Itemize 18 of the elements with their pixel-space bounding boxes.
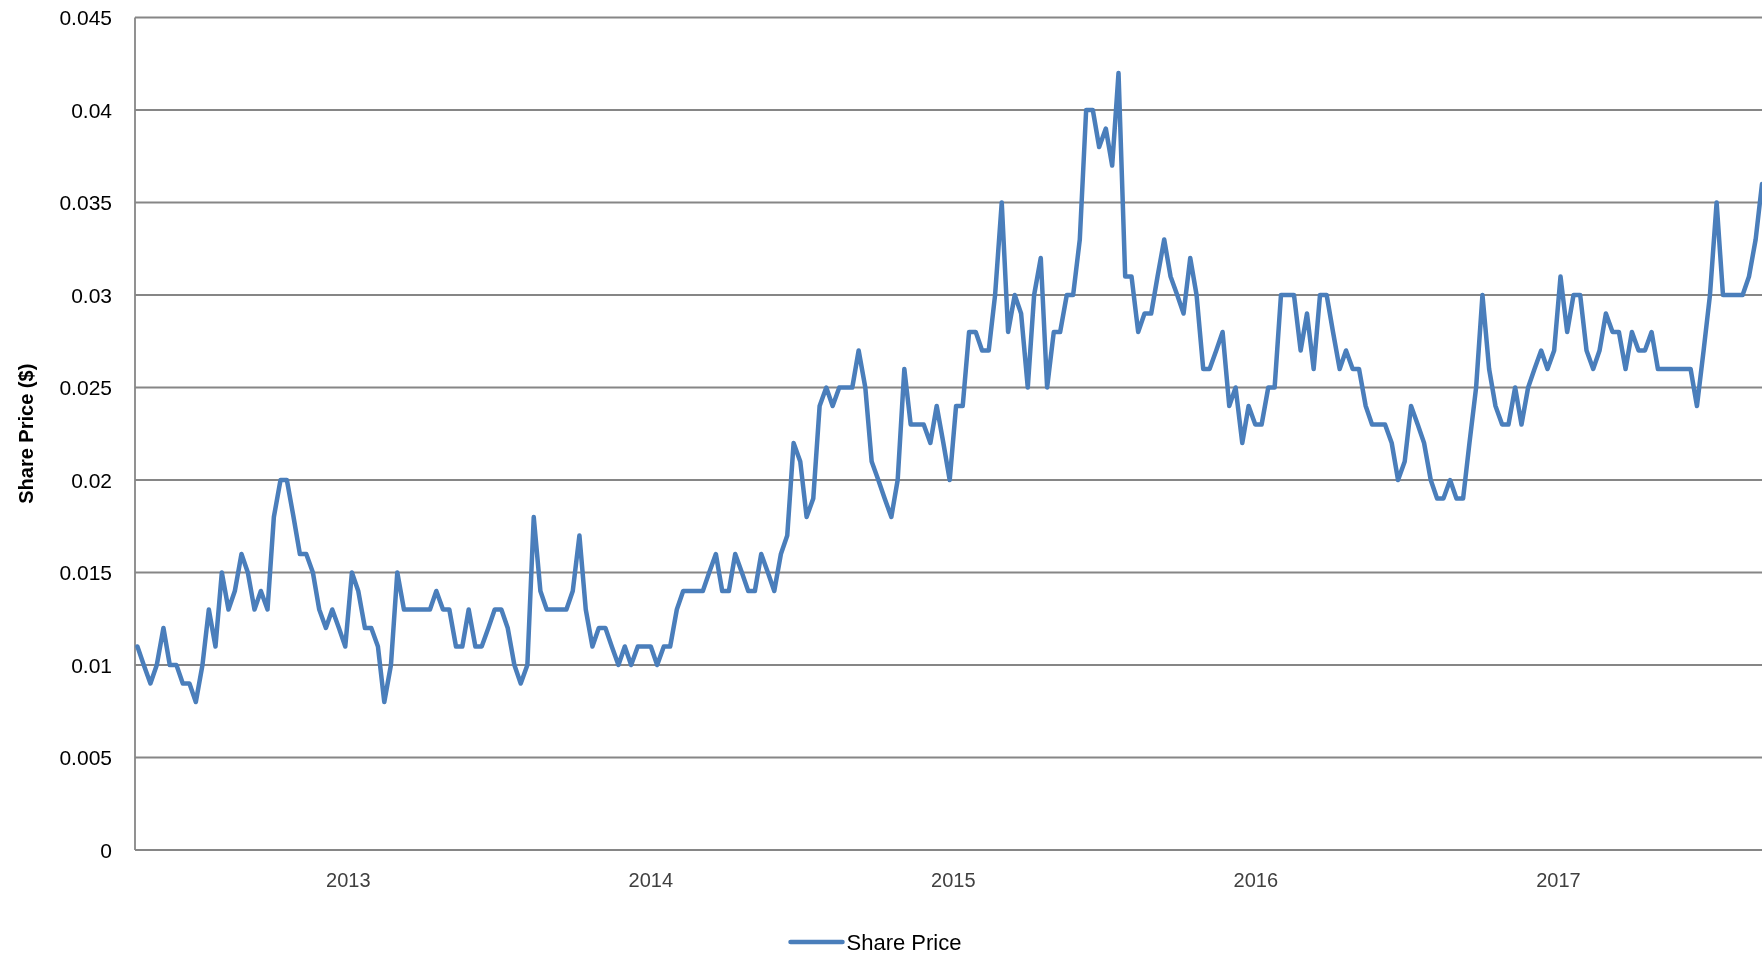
- y-tick-label: 0.045: [59, 6, 112, 29]
- x-tick-label: 2013: [326, 869, 371, 891]
- x-tick-label: 2016: [1233, 869, 1279, 891]
- y-tick-label: 0.005: [59, 746, 112, 769]
- y-tick-label: 0.035: [59, 191, 112, 214]
- x-tick-label: 2014: [628, 869, 674, 891]
- y-tick-label: 0.03: [71, 283, 112, 307]
- y-tick-label: 0.04: [71, 98, 113, 122]
- y-tick-label: 0.025: [59, 376, 112, 399]
- y-tick-label: 0.01: [71, 653, 112, 677]
- legend-label: Share Price: [846, 929, 962, 955]
- y-tick-label: 0.015: [59, 561, 112, 584]
- line-series: [135, 70, 1762, 705]
- y-axis-title: Share Price ($): [15, 363, 37, 504]
- y-tick-label: 0.02: [71, 468, 112, 492]
- x-tick-label: 2017: [1536, 869, 1581, 891]
- x-tick-label: 2015: [931, 869, 976, 891]
- y-tick-label: 0: [100, 838, 112, 862]
